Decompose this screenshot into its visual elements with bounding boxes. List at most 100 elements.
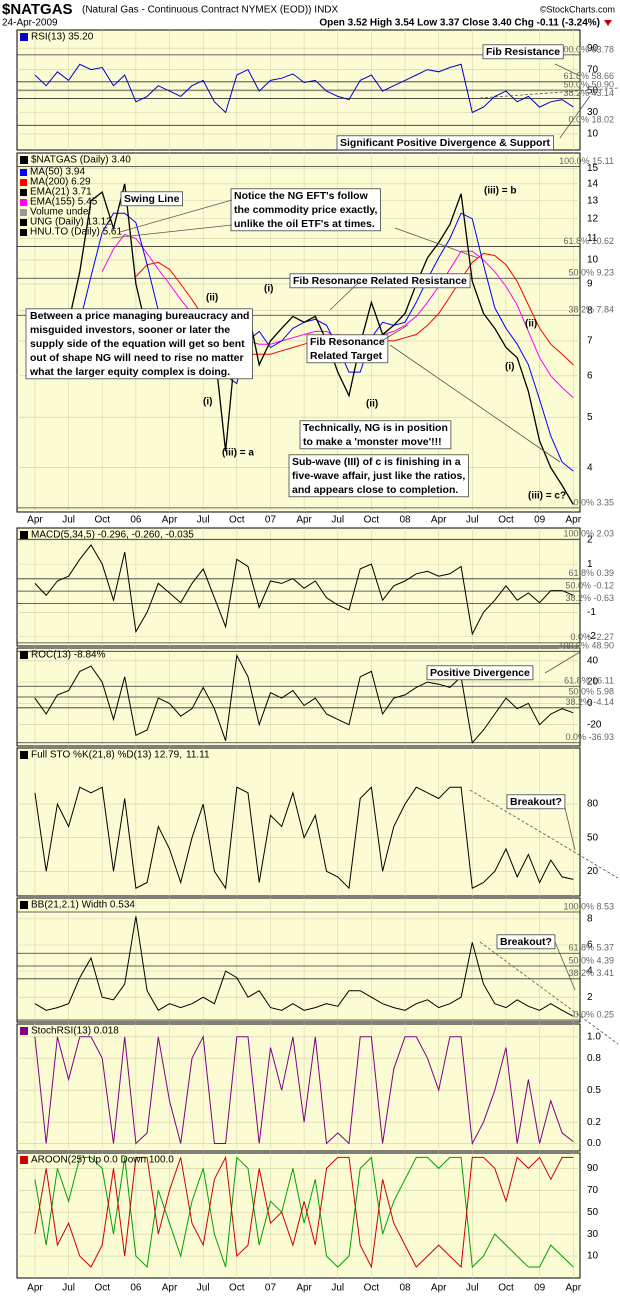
- y-tick-label: 40: [587, 655, 599, 666]
- x-tick-label: 07: [265, 1283, 277, 1294]
- panel: [16, 1152, 581, 1279]
- annotation: Significant Positive Divergence & Suppor…: [340, 137, 551, 149]
- fib-label: 61.8% 16.11: [564, 676, 614, 686]
- pointer-line: [379, 324, 409, 343]
- y-tick-label: 1.0: [587, 1031, 601, 1042]
- fib-label: 38.2% 43.14: [563, 88, 614, 98]
- wave-label: (iii) = c?: [528, 491, 566, 502]
- x-tick-label: Jul: [331, 515, 344, 526]
- annotation-box: [506, 794, 566, 810]
- legend-swatch: [20, 219, 27, 226]
- x-tick-label: Oct: [94, 515, 110, 526]
- y-tick-label: 50: [587, 86, 599, 97]
- fib-label: 61.8% 5.37: [568, 943, 614, 953]
- y-tick-label: 4: [587, 966, 593, 977]
- y-tick-label: 15: [587, 163, 599, 174]
- annotation: supply side of the equation will get so …: [30, 338, 245, 350]
- y-tick-label: -20: [587, 719, 602, 730]
- fib-label: 38.2% 3.41: [568, 968, 614, 978]
- annotation: Breakout?: [510, 796, 562, 808]
- y-tick-label: 11: [587, 233, 598, 244]
- x-tick-label: Apr: [27, 1283, 43, 1294]
- pointer-line: [329, 280, 361, 311]
- legend-swatch: [20, 199, 27, 206]
- x-tick-label: 06: [130, 515, 142, 526]
- legend-swatch: [20, 189, 27, 196]
- wave-label: (i): [505, 362, 514, 373]
- annotation: Positive Divergence: [430, 667, 530, 679]
- fib-label: 50.0% 50.90: [563, 79, 614, 89]
- series-line: [34, 544, 574, 636]
- x-tick-label: Apr: [565, 1283, 581, 1294]
- y-tick-label: 6: [587, 370, 593, 381]
- y-tick-label: 8: [587, 914, 593, 925]
- fib-label: 38.2% 7.84: [568, 305, 614, 315]
- x-tick-label: Oct: [498, 515, 514, 526]
- series-line: [34, 786, 574, 890]
- annotation: Swing Line: [124, 193, 180, 205]
- x-tick-label: Jul: [331, 1283, 344, 1294]
- x-tick-label: Jul: [197, 515, 210, 526]
- annotation: Breakout?: [500, 936, 552, 948]
- annotation: Related Target: [310, 350, 383, 362]
- y-tick-label: 70: [587, 64, 599, 75]
- title-marker: [20, 1027, 28, 1035]
- annotation-box: [299, 420, 452, 450]
- y-tick-label: 12: [587, 213, 599, 224]
- annotation-box: [482, 44, 564, 60]
- panel-title: AROON(25) Up 0.0 Down 100.0: [31, 1155, 174, 1166]
- annotation-box: [288, 454, 469, 498]
- y-tick-label: 0.8: [587, 1053, 601, 1064]
- x-tick-label: Jul: [62, 515, 75, 526]
- pointer-line: [564, 807, 576, 851]
- description: (Natural Gas - Continuous Contract NYMEX…: [82, 5, 339, 16]
- legend-label: MA(200) 6.29: [30, 177, 91, 188]
- fib-label: 100.0% 8.53: [563, 901, 614, 911]
- pointer-line: [479, 87, 619, 99]
- panel-title: RSI(13) 35.20: [31, 32, 94, 43]
- annotation: five-wave affair, just like the ratios,: [292, 470, 465, 482]
- y-tick-label: 50: [587, 1207, 599, 1218]
- wave-label: (iii) = b: [484, 186, 517, 197]
- legend-label: HNU.TO (Daily) 5.61: [30, 227, 122, 238]
- title-marker: [20, 531, 28, 539]
- y-tick-label: 8: [587, 305, 593, 316]
- x-tick-label: Jul: [197, 1283, 210, 1294]
- annotation-box: [336, 135, 554, 151]
- y-tick-label: 14: [587, 178, 599, 189]
- y-tick-label: 10: [587, 129, 599, 140]
- y-tick-label: 90: [587, 43, 599, 54]
- annotation: Fib Resonance: [310, 336, 385, 348]
- legend-label: EMA(155) 5.45: [30, 197, 98, 208]
- series-line: [34, 1035, 574, 1146]
- x-tick-label: 06: [130, 1283, 142, 1294]
- pointer-line: [394, 227, 479, 259]
- y-tick-label: 7: [587, 336, 593, 347]
- y-tick-label: 30: [587, 107, 599, 118]
- fib-label: 0.0% 0.25: [573, 1009, 614, 1019]
- title-marker: [20, 156, 28, 164]
- fib-label: 50.0% -0.12: [565, 580, 614, 590]
- annotation-box: [230, 188, 381, 232]
- x-tick-label: Apr: [296, 1283, 312, 1294]
- title-marker: [20, 651, 28, 659]
- annotation: Technically, NG is in position: [303, 422, 448, 434]
- annotation: and appears close to completion.: [292, 484, 458, 496]
- series-line: [34, 183, 574, 505]
- pointer-line: [554, 63, 581, 77]
- quote: Open 3.52 High 3.54 Low 3.37 Close 3.40 …: [319, 18, 600, 29]
- legend-label: UNG (Daily) 13.12: [30, 217, 112, 228]
- y-tick-label: 70: [587, 1185, 599, 1196]
- annotation-box: [496, 934, 556, 950]
- x-tick-label: 09: [534, 515, 546, 526]
- y-tick-label: 13: [587, 195, 599, 206]
- panel-title: $NATGAS (Daily) 3.40: [31, 155, 131, 166]
- x-tick-label: Apr: [27, 515, 43, 526]
- pointer-line: [559, 95, 591, 139]
- annotation: unlike the oil ETF's at times.: [234, 218, 375, 230]
- panel-title: Full STO %K(21,8) %D(13) 12.79,: [31, 750, 182, 761]
- y-tick-label: 5: [587, 412, 593, 423]
- panel-title-extra: 11.11: [186, 750, 210, 761]
- x-tick-label: Oct: [498, 1283, 514, 1294]
